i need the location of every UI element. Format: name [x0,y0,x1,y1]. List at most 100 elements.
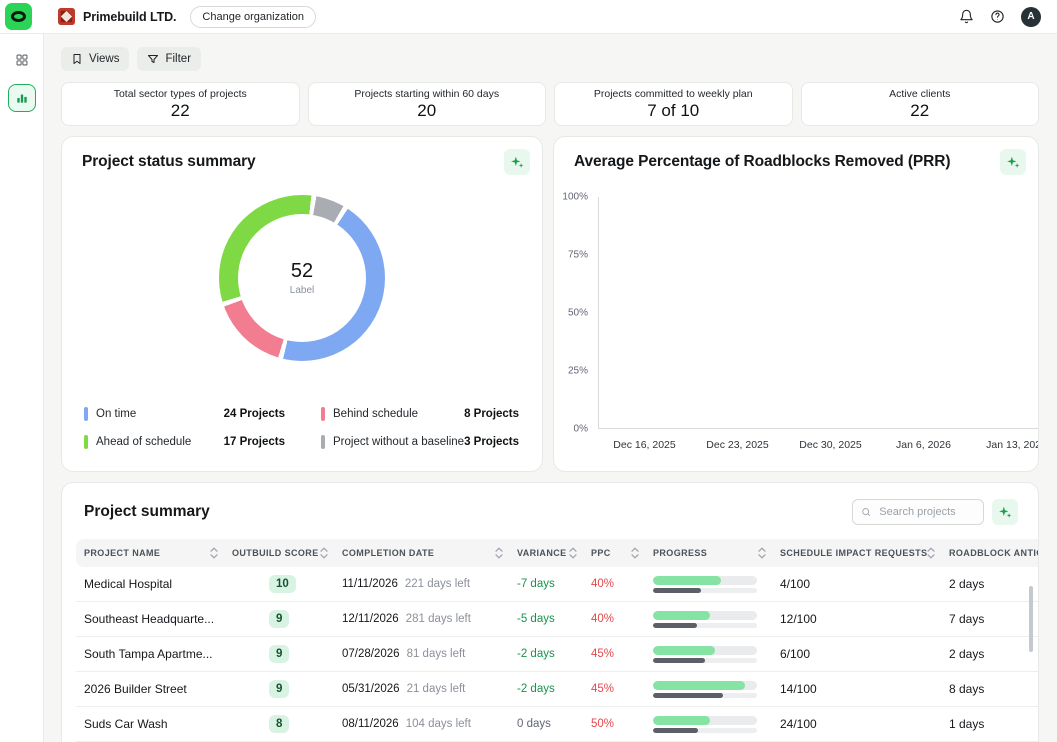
search-input[interactable] [877,505,975,519]
projects-table: PROJECT NAME OUTBUILD SCORE COMPLETION D… [76,539,1038,742]
org-logo-icon [58,8,75,25]
progress-fill [653,681,745,690]
progress-fill [653,646,715,655]
sort-icon[interactable] [569,547,577,559]
sort-icon[interactable] [631,547,639,559]
column-header-label: OUTBUILD SCORE [232,548,319,558]
schedule-impact-cell: 6/100 [780,647,949,661]
progress-cell [653,646,780,663]
search-box [852,499,984,525]
variance-cell: -7 days [517,578,591,590]
ppc-cell: 45% [591,683,653,695]
outbuild-score-badge: 8 [269,715,289,733]
column-header[interactable]: COMPLETION DATE [342,539,517,567]
filter-button[interactable]: Filter [137,47,201,71]
column-header-label: VARIANCE [517,548,567,558]
baseline-fill [653,693,723,698]
table-row[interactable]: Suds Car Wash 8 08/11/2026104 days left … [76,707,1038,742]
table-row[interactable]: South Tampa Apartme... 9 07/28/202681 da… [76,637,1038,672]
y-axis-label: 100% [562,192,588,203]
table-scrollbar[interactable] [1029,586,1033,652]
notifications-button[interactable] [959,9,974,24]
sort-icon[interactable] [495,547,503,559]
kpi-card-starting-60-days: Projects starting within 60 days 20 [308,82,547,126]
column-header-label: ROADBLOCK ANTICIP [949,548,1038,558]
progress-track [653,576,757,585]
legend-item-ahead-of-schedule: Ahead of schedule 17 Projects [84,435,285,449]
completion-date-cell: 11/11/2026 221 days left [342,578,517,590]
help-icon [990,9,1005,24]
charts-row: Project status summary 52 Label [61,136,1039,472]
project-status-panel: Project status summary 52 Label [61,136,543,472]
variance-cell: -5 days [517,613,591,625]
bar-chart-icon [15,91,29,105]
schedule-impact-cell: 14/100 [780,682,949,696]
table-row[interactable]: 2026 Builder Street 9 05/31/202621 days … [76,672,1038,707]
completion-date: 11/11/2026 [342,578,398,590]
table-row[interactable]: Medical Hospital 10 11/11/2026 221 days l… [76,567,1038,602]
ai-insights-button[interactable] [504,149,530,175]
days-left: 221 days left [405,578,470,590]
progress-cell [653,611,780,628]
x-axis-label: Dec 16, 2025 [598,439,691,451]
schedule-impact-cell: 12/100 [780,612,949,626]
column-header-label: PROJECT NAME [84,548,160,558]
project-name-cell: 2026 Builder Street [76,682,232,696]
column-header[interactable]: VARIANCE [517,539,591,567]
x-axis-label: Dec 23, 2025 [691,439,784,451]
toolbar: Views Filter [61,47,1039,71]
column-header-label: COMPLETION DATE [342,548,434,558]
days-left: 81 days left [407,648,466,660]
progress-cell [653,576,780,593]
status-donut: 52 Label [219,195,385,361]
progress-track [653,716,757,725]
days-left: 104 days left [406,718,471,730]
outbuild-score-badge: 9 [269,680,289,698]
panel-title: Average Percentage of Roadblocks Removed… [554,137,1038,171]
ai-insights-button[interactable] [1000,149,1026,175]
outbuild-score-cell: 9 [232,680,342,698]
baseline-track [653,693,757,698]
outbuild-score-badge: 9 [269,645,289,663]
baseline-fill [653,588,701,593]
kpi-row: Total sector types of projects 22 Projec… [61,82,1039,126]
column-header[interactable]: SCHEDULE IMPACT REQUESTS [780,539,949,567]
column-header[interactable]: PROJECT NAME [76,539,232,567]
legend-swatch [84,407,88,421]
progress-bars [653,611,757,628]
days-left: 21 days left [407,683,466,695]
table-row[interactable]: Southeast Headquarte... 9 12/11/2026281 … [76,602,1038,637]
progress-bars [653,646,757,663]
project-name-cell: Medical Hospital [76,577,232,591]
x-axis-label: Jan 6, 2026 [877,439,970,451]
search-icon [861,506,871,518]
column-header[interactable]: ROADBLOCK ANTICIP [949,539,1038,567]
y-axis-label: 75% [568,250,588,261]
top-bar: Primebuild LTD. Change organization A [0,0,1057,34]
roadblock-cell: 1 days [949,717,1038,731]
progress-fill [653,576,721,585]
outbuild-score-badge: 10 [269,575,296,593]
legend-item-no-baseline: Project without a baseline 3 Projects [321,435,519,449]
change-organization-button[interactable]: Change organization [190,6,316,28]
sort-icon[interactable] [927,547,935,559]
table-head: Project summary [62,483,1038,525]
sidebar-item-analytics[interactable] [8,84,36,112]
column-header[interactable]: PPC [591,539,653,567]
roadblock-cell: 2 days [949,577,1038,591]
user-avatar[interactable]: A [1021,7,1041,27]
column-header[interactable]: PROGRESS [653,539,780,567]
help-button[interactable] [990,9,1005,24]
column-header[interactable]: OUTBUILD SCORE [232,539,342,567]
x-axis-label: Dec 30, 2025 [784,439,877,451]
ai-insights-button[interactable] [992,499,1018,525]
progress-track [653,611,757,620]
outbuild-logo[interactable] [5,3,32,30]
sidebar-item-dashboard[interactable] [8,46,36,74]
completion-date-cell: 05/31/202621 days left [342,683,517,695]
sort-icon[interactable] [320,547,328,559]
sort-icon[interactable] [758,547,766,559]
views-button[interactable]: Views [61,47,129,71]
sort-icon[interactable] [210,547,218,559]
status-donut-chart: 52 Label [62,171,542,385]
